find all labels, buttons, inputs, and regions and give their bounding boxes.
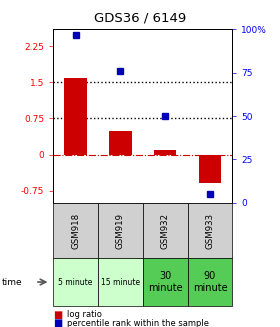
- Text: 5 minute: 5 minute: [59, 278, 93, 286]
- Bar: [154, 150, 176, 155]
- Text: GSM919: GSM919: [116, 213, 125, 249]
- Text: GDS36 / 6149: GDS36 / 6149: [94, 11, 186, 25]
- Text: percentile rank within the sample: percentile rank within the sample: [67, 318, 209, 327]
- Text: 90
minute: 90 minute: [193, 271, 227, 293]
- Text: GSM933: GSM933: [206, 213, 214, 249]
- Text: time: time: [1, 278, 22, 286]
- Text: 15 minute: 15 minute: [101, 278, 140, 286]
- Text: log ratio: log ratio: [67, 310, 102, 319]
- Text: ■: ■: [53, 310, 62, 319]
- Text: GSM932: GSM932: [161, 213, 170, 249]
- Text: 30
minute: 30 minute: [148, 271, 183, 293]
- Bar: [64, 77, 87, 155]
- Text: ■: ■: [53, 318, 62, 327]
- Text: GSM918: GSM918: [71, 213, 80, 249]
- Bar: [109, 130, 132, 155]
- Bar: [199, 155, 221, 182]
